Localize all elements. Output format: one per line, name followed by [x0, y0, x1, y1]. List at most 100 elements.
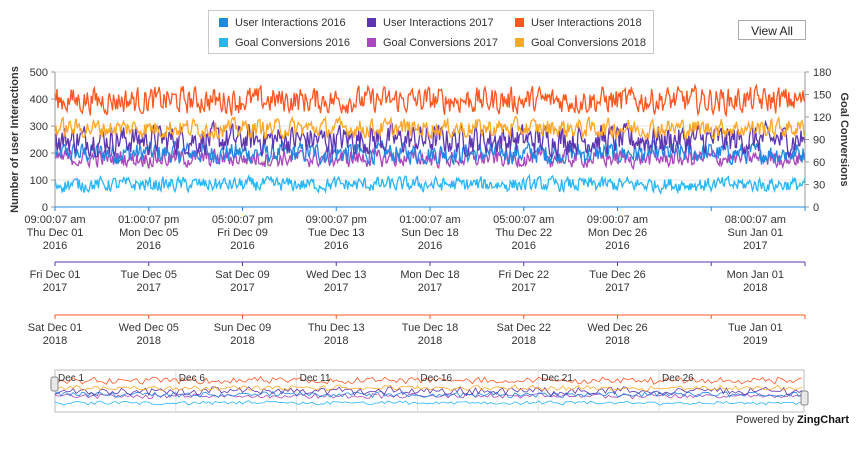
x-tick-label: Wed Dec 13	[306, 269, 366, 281]
x-tick-label: 2018	[230, 335, 254, 347]
x-tick-label: Fri Dec 01	[30, 269, 81, 281]
x-tick-label: Thu Dec 22	[495, 227, 552, 239]
x-tick-label: 05:00:07 am	[493, 214, 554, 226]
y2-tick-label: 0	[813, 202, 819, 214]
x-tick-label: 2017	[43, 282, 67, 294]
powered-by-prefix: Powered by	[735, 414, 794, 426]
preview-frame	[54, 369, 805, 413]
series-line	[54, 173, 806, 195]
y2-tick-label: 120	[813, 112, 831, 124]
x-tick-label: Wed Dec 26	[587, 322, 647, 334]
legend-item-ui-2017[interactable]: User Interactions 2017	[367, 17, 494, 29]
legend-label: User Interactions 2016	[235, 17, 346, 29]
x-tick-label: 2016	[137, 240, 161, 252]
y-tick-label: 400	[30, 94, 48, 106]
x-tick-label: 2016	[605, 240, 629, 252]
preview-line	[54, 384, 803, 392]
x-tick-label: Mon Dec 26	[588, 227, 647, 239]
powered-by-brand: ZingChart	[797, 414, 849, 426]
legend-item-ui-2018[interactable]: User Interactions 2018	[515, 17, 642, 29]
view-all-button[interactable]: View All	[738, 20, 806, 40]
x-tick-label: 2017	[230, 282, 254, 294]
y-tick-label: 200	[30, 148, 48, 160]
x-tick-label: 08:00:07 am	[725, 214, 786, 226]
x-tick-label: 2016	[418, 240, 442, 252]
x-tick-label: Tue Dec 18	[402, 322, 458, 334]
series-line	[54, 115, 806, 142]
x-tick-label: 05:00:07 pm	[212, 214, 273, 226]
preview-line	[54, 375, 803, 385]
x-tick-label: Tue Dec 13	[308, 227, 364, 239]
legend-label: User Interactions 2018	[531, 17, 642, 29]
x-tick-label: Mon Jan 01	[727, 269, 784, 281]
y-tick-label: 100	[30, 175, 48, 187]
y2-tick-label: 90	[813, 135, 825, 147]
legend-swatch	[219, 18, 228, 27]
preview-handle-left	[50, 376, 59, 392]
y2-tick-label: 60	[813, 157, 825, 169]
x-tick-label: 09:00:07 am	[24, 214, 85, 226]
y-tick-label: 500	[30, 67, 48, 79]
x-tick-label: 2018	[43, 335, 67, 347]
x-tick-label: 2016	[230, 240, 254, 252]
x-tick-label: Sat Dec 09	[215, 269, 269, 281]
legend: User Interactions 2016 User Interactions…	[208, 10, 654, 54]
x-tick-label: Mon Dec 05	[119, 227, 178, 239]
preview-line	[54, 400, 803, 406]
series-line	[54, 119, 806, 160]
x-tick-label: 2017	[324, 282, 348, 294]
x-tick-label: Sat Dec 01	[28, 322, 82, 334]
legend-swatch	[515, 38, 524, 47]
x-tick-label: Tue Dec 05	[121, 269, 177, 281]
powered-by[interactable]: Powered by ZingChart	[736, 414, 849, 426]
preview-label: Dec 11	[300, 373, 331, 384]
x-tick-label: Tue Dec 26	[589, 269, 645, 281]
y2-axis-title: Goal Conversions	[838, 92, 850, 186]
preview-label: Dec 26	[662, 373, 694, 384]
x-tick-label: Tue Jan 01	[728, 322, 783, 334]
x-tick-label: 2018	[512, 335, 536, 347]
legend-label: Goal Conversions 2016	[235, 37, 350, 49]
x-tick-label: 2018	[324, 335, 348, 347]
x-tick-label: 2016	[512, 240, 536, 252]
x-tick-label: 09:00:07 pm	[306, 214, 367, 226]
preview-line	[54, 390, 803, 399]
series-line	[54, 138, 806, 166]
x-tick-label: 2017	[743, 240, 767, 252]
y2-tick-label: 150	[813, 90, 831, 102]
y-tick-label: 0	[42, 202, 48, 214]
legend-label: User Interactions 2017	[383, 17, 494, 29]
x-tick-label: Fri Dec 09	[217, 227, 268, 239]
legend-label: Goal Conversions 2017	[383, 37, 498, 49]
x-tick-label: Sat Dec 22	[497, 322, 551, 334]
x-tick-label: 2017	[605, 282, 629, 294]
legend-item-gc-2017[interactable]: Goal Conversions 2017	[367, 37, 498, 49]
x-tick-label: 2017	[512, 282, 536, 294]
series-line	[54, 83, 806, 118]
x-tick-label: 2019	[743, 335, 767, 347]
y-tick-label: 300	[30, 121, 48, 133]
legend-item-gc-2018[interactable]: Goal Conversions 2018	[515, 37, 646, 49]
x-tick-label: 2018	[605, 335, 629, 347]
x-tick-label: Wed Dec 05	[119, 322, 179, 334]
x-tick-label: 2018	[743, 282, 767, 294]
legend-item-gc-2016[interactable]: Goal Conversions 2016	[219, 37, 350, 49]
legend-swatch	[367, 38, 376, 47]
x-tick-label: Thu Dec 13	[308, 322, 365, 334]
preview-label: Dec 21	[541, 373, 573, 384]
x-tick-label: Sun Dec 09	[214, 322, 271, 334]
x-tick-label: 2018	[418, 335, 442, 347]
x-tick-label: Thu Dec 01	[27, 227, 84, 239]
y2-tick-label: 180	[813, 67, 831, 79]
x-tick-label: 2017	[418, 282, 442, 294]
legend-swatch	[367, 18, 376, 27]
legend-swatch	[515, 18, 524, 27]
x-tick-label: Sun Jan 01	[727, 227, 783, 239]
y-axis-title: Number of user Interactions	[9, 66, 21, 213]
preview-label: Dec 16	[420, 373, 452, 384]
legend-item-ui-2016[interactable]: User Interactions 2016	[219, 17, 346, 29]
x-tick-label: Fri Dec 22	[498, 269, 549, 281]
preview-handle-right	[800, 390, 809, 406]
x-tick-label: 09:00:07 am	[587, 214, 648, 226]
